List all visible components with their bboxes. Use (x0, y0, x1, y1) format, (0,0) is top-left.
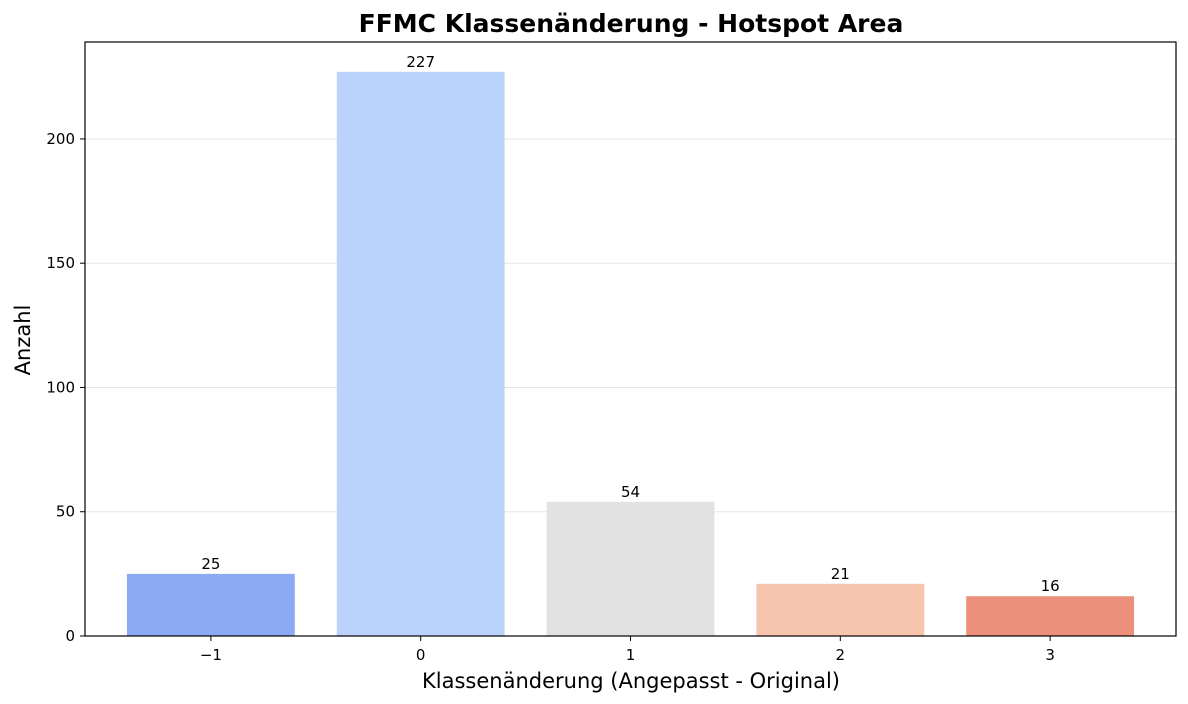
x-tick-label: 0 (416, 646, 426, 664)
data-label-layer: 25 227 54 21 16 (201, 53, 1059, 595)
data-label: 21 (831, 565, 850, 583)
bar (546, 501, 715, 636)
y-tick-label: 100 (46, 378, 75, 396)
y-axis-label: Anzahl (11, 305, 35, 376)
data-label: 16 (1041, 577, 1060, 595)
x-axis-label: Klassenänderung (Angepasst - Original) (422, 669, 840, 693)
y-axis: 0 50 100 150 200 (46, 130, 85, 645)
grid-layer (85, 138, 1176, 513)
data-label: 227 (406, 53, 435, 71)
x-tick-label: 3 (1045, 646, 1055, 664)
chart-title: FFMC Klassenänderung - Hotspot Area (359, 9, 904, 38)
bar (756, 583, 925, 636)
bar (126, 573, 295, 636)
x-tick-label: −1 (200, 646, 222, 664)
bar (966, 596, 1135, 636)
x-tick-label: 2 (836, 646, 846, 664)
data-label: 54 (621, 483, 640, 501)
y-tick-label: 50 (56, 503, 75, 521)
y-tick-label: 0 (65, 627, 75, 645)
x-axis: −1 0 1 2 3 (200, 636, 1055, 664)
y-tick-label: 200 (46, 130, 75, 148)
y-tick-label: 150 (46, 254, 75, 272)
bar (336, 71, 505, 636)
x-tick-label: 1 (626, 646, 636, 664)
bar-layer (126, 71, 1135, 636)
data-label: 25 (201, 555, 220, 573)
